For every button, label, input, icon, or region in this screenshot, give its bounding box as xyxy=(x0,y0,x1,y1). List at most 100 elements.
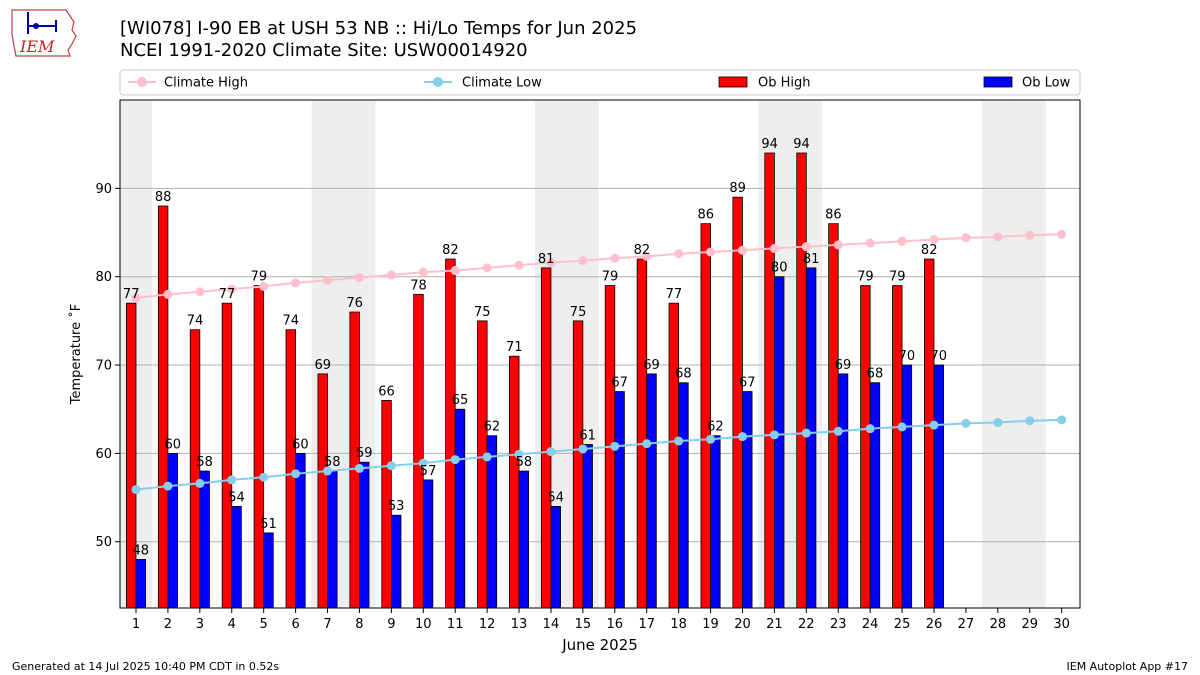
ob-low-bar-label: 54 xyxy=(228,490,245,505)
climate-high-point xyxy=(578,256,588,266)
ob-high-bar-label: 71 xyxy=(506,340,523,355)
x-tick-label: 22 xyxy=(798,617,815,632)
ob-low-bar xyxy=(678,382,689,609)
x-tick-label: 19 xyxy=(702,617,719,632)
ob-high-bar xyxy=(860,285,871,609)
ob-low-bar xyxy=(199,470,210,609)
ob-low-bar-label: 70 xyxy=(931,349,948,364)
ob-low-bar-label: 68 xyxy=(867,367,884,382)
ob-low-bar xyxy=(518,470,530,609)
climate-low-point xyxy=(291,469,301,479)
x-tick-label: 2 xyxy=(164,617,172,632)
x-tick-label: 1 xyxy=(132,617,140,632)
climate-lines xyxy=(131,229,1067,495)
climate-high-point xyxy=(259,281,269,291)
ob-low-bar xyxy=(933,364,945,609)
climate-low-point xyxy=(897,422,907,432)
climate-high-point xyxy=(961,233,971,243)
climate-high-point xyxy=(546,258,556,268)
x-tick-label: 20 xyxy=(734,617,751,632)
x-tick-label: 11 xyxy=(447,617,464,632)
ob-high-bar xyxy=(732,196,743,609)
ob-high-bar-label: 77 xyxy=(123,287,140,302)
legend-item-climate-low: Climate Low xyxy=(424,76,542,91)
ob-low-bar xyxy=(486,435,498,609)
legend-item-climate-high: Climate High xyxy=(128,76,248,91)
ob-low-bar xyxy=(359,461,370,609)
climate-low-point xyxy=(674,436,684,446)
ob-high-bar-label: 82 xyxy=(442,243,459,258)
x-tick-label: 25 xyxy=(894,617,911,632)
ob-low-bar-label: 60 xyxy=(164,437,181,452)
ob-high-bar xyxy=(253,285,265,609)
ob-high-bar xyxy=(924,258,935,609)
ob-high-bar xyxy=(157,205,169,609)
ob-low-bar xyxy=(390,514,402,609)
x-tick-label: 12 xyxy=(479,617,496,632)
climate-high-point xyxy=(514,260,524,270)
weather-station-icon xyxy=(27,12,57,34)
ob-high-bar xyxy=(285,329,297,609)
ob-high-bar-label: 79 xyxy=(602,270,619,285)
ob-high-bar xyxy=(221,302,233,609)
ob-low-bar xyxy=(805,267,817,609)
ob-high-bar-label: 86 xyxy=(825,208,842,223)
ob-high-bar xyxy=(572,320,584,609)
ob-high-bar-label: 74 xyxy=(283,314,300,329)
legend-label: Ob High xyxy=(758,76,811,91)
legend-item-ob-low: Ob Low xyxy=(983,76,1071,91)
ob-high-bar-label: 94 xyxy=(761,137,778,152)
ob-low-bar xyxy=(646,373,657,609)
x-tick-label: 28 xyxy=(990,617,1007,632)
climate-high-point xyxy=(1057,229,1067,239)
climate-high-point xyxy=(323,275,333,285)
climate-high-point xyxy=(450,266,460,276)
y-tick-label: 50 xyxy=(95,535,112,550)
climate-high-point xyxy=(418,267,428,277)
ob-high-bar-label: 82 xyxy=(634,243,651,258)
x-tick-label: 9 xyxy=(387,617,395,632)
ob-high-bar-label: 86 xyxy=(697,208,714,223)
climate-low-point xyxy=(546,447,556,457)
x-tick-label: 27 xyxy=(958,617,975,632)
ob-low-bar-label: 58 xyxy=(324,455,341,470)
iem-logo: IEM xyxy=(11,9,77,57)
ob-high-bar xyxy=(700,223,711,609)
ob-low-bar xyxy=(327,470,338,609)
ob-high-bar xyxy=(317,373,328,609)
climate-low-line xyxy=(135,418,1062,491)
climate-high-point xyxy=(833,240,843,250)
ob-high-bar-label: 69 xyxy=(314,358,331,373)
ob-high-bar-label: 78 xyxy=(410,278,427,293)
x-tick-label: 15 xyxy=(575,617,592,632)
x-tick-label: 26 xyxy=(926,617,943,632)
ob-high-bar-label: 89 xyxy=(729,181,746,196)
ob-high-bar xyxy=(126,302,137,609)
y-tick-label: 70 xyxy=(95,359,112,374)
ob-high-bar-label: 79 xyxy=(857,270,874,285)
climate-high-point xyxy=(131,293,141,303)
climate-low-point xyxy=(706,434,716,444)
climate-low-point xyxy=(961,418,971,428)
climate-low-point xyxy=(929,420,939,430)
climate-high-line xyxy=(135,233,1062,299)
y-axis-label: Temperature ˚F xyxy=(68,304,84,405)
climate-low-point xyxy=(642,439,652,449)
ob-high-bar-label: 66 xyxy=(378,384,395,399)
climate-low-point xyxy=(418,458,428,468)
iowa-outline-icon xyxy=(11,9,77,57)
ob-low-bar xyxy=(742,391,753,609)
ob-high-bar xyxy=(636,258,648,609)
ob-low-bar-label: 57 xyxy=(420,464,437,479)
x-tick-label: 17 xyxy=(638,617,655,632)
ob-low-bar-label: 53 xyxy=(388,499,405,514)
ob-low-bar xyxy=(901,364,913,609)
ob-low-bar xyxy=(454,408,466,609)
x-tick-label: 8 xyxy=(355,617,363,632)
y-tick-label: 60 xyxy=(95,447,112,462)
ob-high-bar xyxy=(477,320,488,609)
climate-high-point xyxy=(610,253,620,263)
x-tick-label: 14 xyxy=(543,617,560,632)
ob-low-bar xyxy=(263,532,274,609)
x-tick-label: 23 xyxy=(830,617,847,632)
